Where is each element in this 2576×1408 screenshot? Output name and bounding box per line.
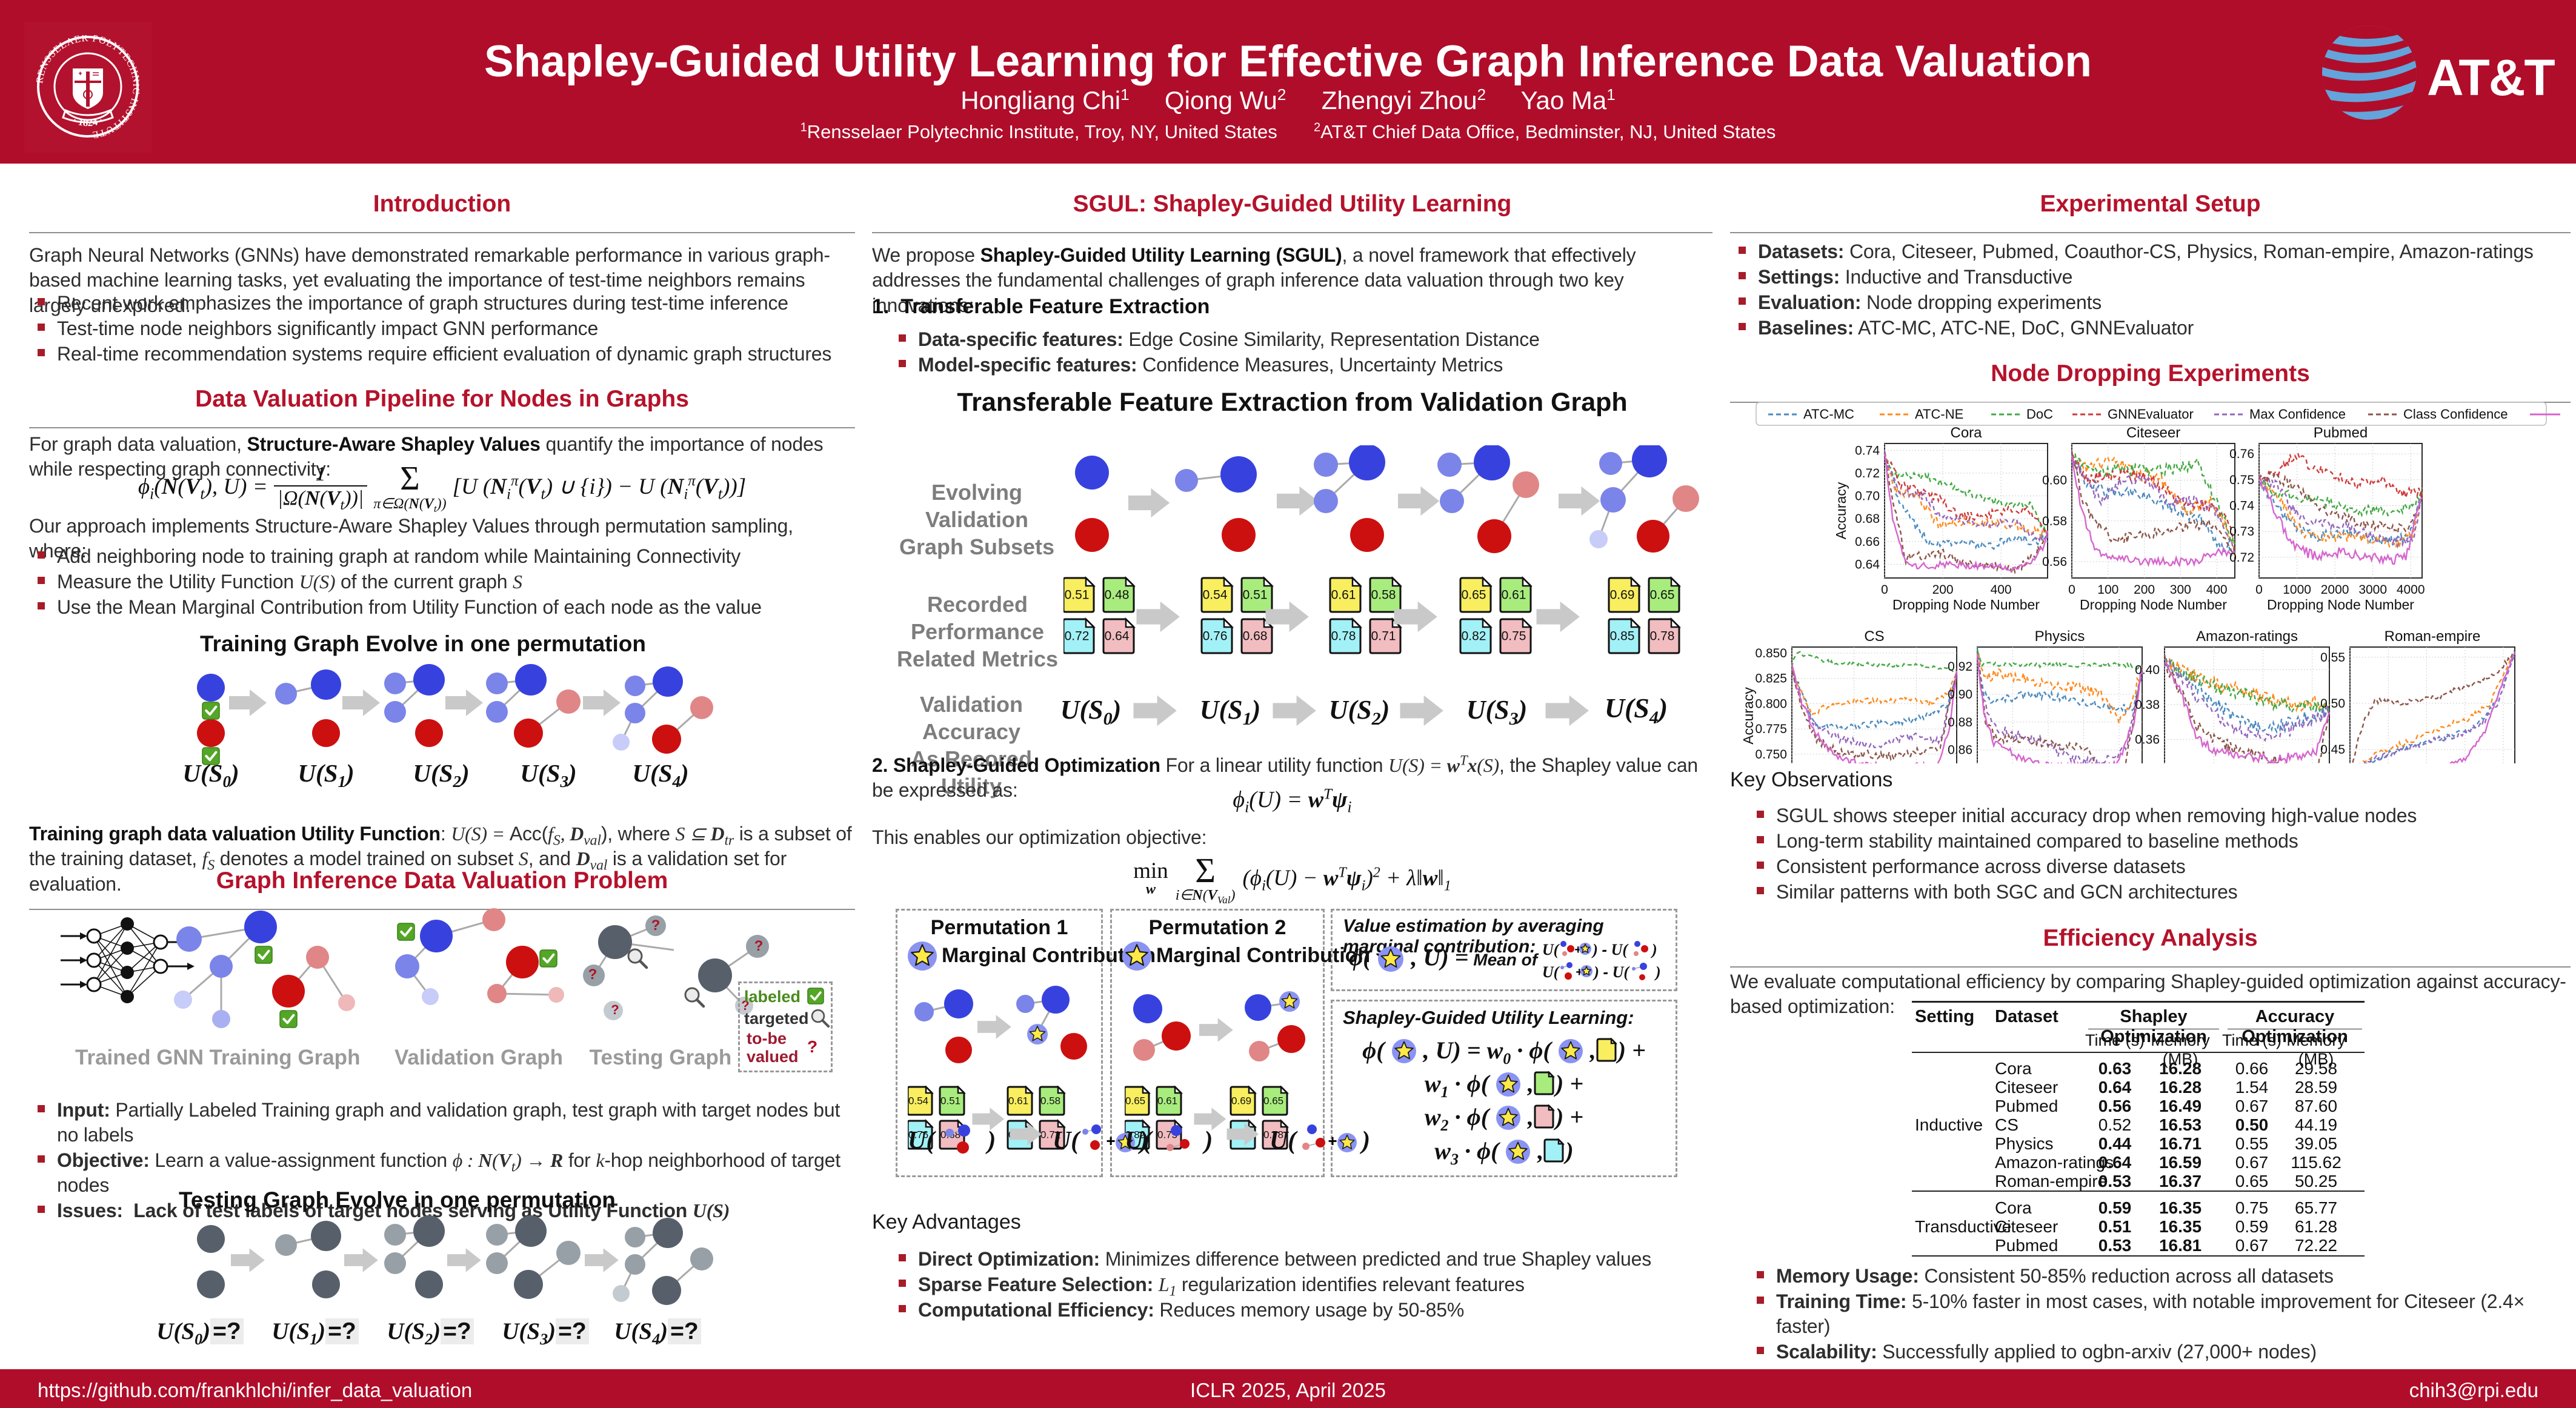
svg-text:CS: CS (1864, 628, 1884, 645)
svg-text:0.88: 0.88 (1948, 716, 1972, 729)
svg-text:400: 400 (2206, 583, 2228, 597)
svg-text:DoC: DoC (2026, 407, 2053, 422)
svg-text:0.75: 0.75 (2229, 473, 2254, 487)
svg-text:0.69: 0.69 (1231, 1095, 1251, 1107)
svg-text:0: 0 (1881, 583, 1888, 597)
svg-text:ATC-MC: ATC-MC (1803, 407, 1854, 422)
svg-text:0.71: 0.71 (1040, 1129, 1060, 1141)
svg-text:Dropping Node Number: Dropping Node Number (1892, 597, 2040, 613)
svg-text:0.69: 0.69 (1610, 588, 1635, 602)
svg-text:0.45: 0.45 (2320, 743, 2345, 757)
svg-text:0.775: 0.775 (1755, 722, 1787, 736)
svg-text:0.825: 0.825 (1755, 672, 1787, 686)
svg-text:Accuracy: Accuracy (1740, 687, 1756, 745)
svg-text:Class Confidence: Class Confidence (2403, 407, 2508, 422)
svg-text:0.72: 0.72 (1065, 629, 1090, 643)
svg-text:0.58: 0.58 (1371, 588, 1396, 602)
svg-text:0.36: 0.36 (2135, 732, 2160, 746)
svg-text:Physics: Physics (2035, 628, 2085, 645)
svg-text:Max Confidence: Max Confidence (2249, 407, 2346, 422)
svg-text:Citeseer: Citeseer (2126, 425, 2180, 441)
svg-text:0.72: 0.72 (2229, 551, 2254, 565)
svg-text:0.76: 0.76 (2229, 447, 2254, 461)
svg-text:0: 0 (2255, 583, 2263, 597)
svg-text:0.65: 0.65 (1650, 588, 1675, 602)
svg-text:2000: 2000 (2321, 583, 2349, 597)
svg-text:0.85: 0.85 (1610, 629, 1635, 643)
svg-text:0.72: 0.72 (1855, 467, 1880, 480)
svg-text:0.48: 0.48 (1105, 588, 1130, 602)
svg-text:0.50: 0.50 (2320, 697, 2345, 711)
svg-text:Pubmed: Pubmed (2314, 425, 2368, 441)
svg-text:200: 200 (2134, 583, 2155, 597)
svg-text:?: ? (588, 966, 597, 983)
svg-text:+: + (1328, 1132, 1337, 1150)
svg-text:0.750: 0.750 (1755, 748, 1787, 762)
svg-text:0.61: 0.61 (1157, 1095, 1177, 1107)
svg-text:ATC-NE: ATC-NE (1915, 407, 1963, 422)
svg-text:0.58: 0.58 (1040, 1095, 1060, 1107)
svg-text:100: 100 (2097, 583, 2118, 597)
svg-text:Cora: Cora (1950, 425, 1982, 441)
svg-text:0.64: 0.64 (1855, 557, 1880, 571)
svg-text:0.70: 0.70 (1855, 490, 1880, 503)
svg-text:Roman-empire: Roman-empire (2385, 628, 2481, 645)
svg-text:?: ? (754, 938, 764, 954)
svg-text:3000: 3000 (2358, 583, 2387, 597)
svg-text:0.68: 0.68 (1243, 629, 1268, 643)
svg-text:0.68: 0.68 (1855, 512, 1880, 526)
svg-text:0.76: 0.76 (1203, 629, 1228, 643)
svg-text:0.61: 0.61 (1502, 588, 1526, 602)
svg-text:GNNEvaluator: GNNEvaluator (2108, 407, 2194, 422)
svg-text:0.86: 0.86 (1948, 743, 1972, 757)
svg-text:0.74: 0.74 (2229, 499, 2254, 513)
svg-text:0.76: 0.76 (908, 1129, 928, 1141)
svg-text:0.92: 0.92 (1948, 660, 1972, 674)
svg-text:0.800: 0.800 (1755, 697, 1787, 711)
svg-text:0.78: 0.78 (1650, 629, 1675, 643)
svg-text:0.65: 0.65 (1125, 1095, 1145, 1107)
svg-text:0.58: 0.58 (2042, 514, 2067, 528)
svg-text:1000: 1000 (2283, 583, 2311, 597)
svg-text:300: 300 (2170, 583, 2191, 597)
svg-text:0.55: 0.55 (2320, 651, 2345, 665)
svg-text:0: 0 (2068, 583, 2075, 597)
svg-text:?: ? (611, 1002, 619, 1017)
svg-text:Accuracy: Accuracy (1833, 482, 1849, 539)
svg-text:0.51: 0.51 (1243, 588, 1268, 602)
svg-text:0.78: 0.78 (1331, 629, 1356, 643)
svg-text:0.73: 0.73 (2229, 525, 2254, 539)
svg-text:0.61: 0.61 (1331, 588, 1356, 602)
svg-text:0.54: 0.54 (1203, 588, 1228, 602)
svg-text:400: 400 (1991, 583, 2012, 597)
svg-text:0.65: 0.65 (1462, 588, 1486, 602)
svg-text:0.51: 0.51 (1065, 588, 1090, 602)
svg-text:0.60: 0.60 (2042, 474, 2067, 488)
svg-text:0.54: 0.54 (908, 1095, 928, 1107)
svg-text:0.61: 0.61 (1008, 1095, 1028, 1107)
svg-text:0.78: 0.78 (1263, 1129, 1283, 1141)
svg-text:0.66: 0.66 (1855, 535, 1880, 549)
svg-text:0.64: 0.64 (1105, 629, 1130, 643)
svg-text:?: ? (741, 998, 749, 1013)
svg-text:0.90: 0.90 (1948, 688, 1972, 702)
svg-text:0.850: 0.850 (1755, 646, 1787, 660)
svg-text:0.51: 0.51 (940, 1095, 960, 1107)
svg-text:Amazon-ratings: Amazon-ratings (2196, 628, 2298, 645)
svg-text:0.65: 0.65 (1263, 1095, 1283, 1107)
svg-text:200: 200 (1932, 583, 1954, 597)
svg-text:0.82: 0.82 (1462, 629, 1486, 643)
svg-text:0.74: 0.74 (1855, 443, 1880, 457)
svg-text:0.75: 0.75 (1502, 629, 1526, 643)
svg-text:0.56: 0.56 (2042, 555, 2067, 569)
svg-text:0.71: 0.71 (1371, 629, 1396, 643)
svg-text:0.40: 0.40 (2135, 663, 2160, 677)
svg-text:Dropping Node Number: Dropping Node Number (2267, 597, 2414, 613)
svg-text:Dropping Node Number: Dropping Node Number (2080, 597, 2227, 613)
svg-text:?: ? (651, 917, 661, 934)
svg-text:+: + (1106, 1132, 1115, 1150)
svg-text:· 1824 ·: · 1824 · (71, 115, 104, 129)
svg-text:4000: 4000 (2397, 583, 2425, 597)
svg-text:0.38: 0.38 (2135, 698, 2160, 712)
